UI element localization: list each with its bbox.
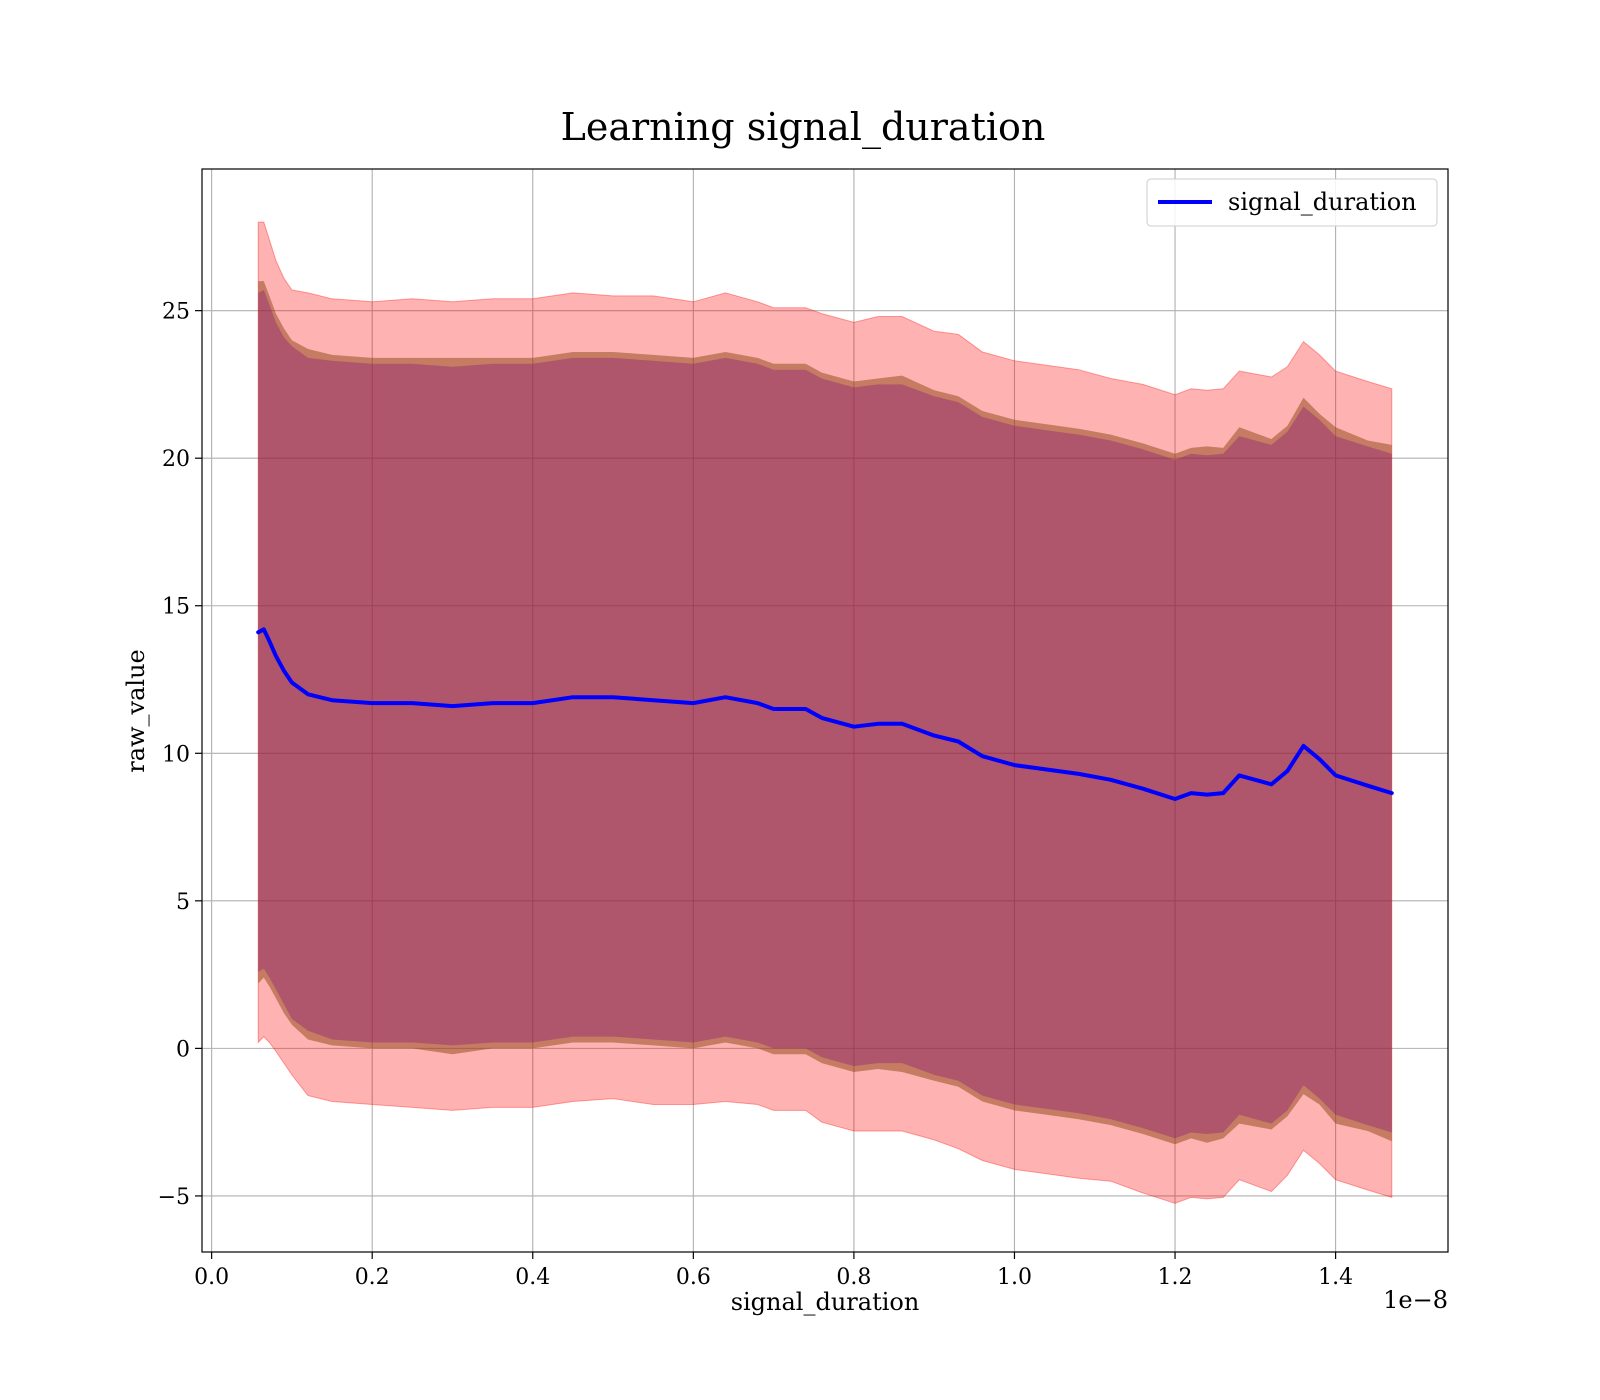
x-tick-label: 1.0 — [997, 1265, 1032, 1290]
y-tick-label: 20 — [162, 447, 190, 472]
legend-box — [1146, 178, 1438, 227]
x-tick-label: 1.4 — [1318, 1265, 1353, 1290]
y-tick-label: 0 — [176, 1037, 190, 1062]
y-tick-label: 10 — [162, 742, 190, 767]
series-line-signal-duration — [256, 627, 1394, 801]
plot-frame — [201, 168, 1449, 1253]
confidence-bands — [257, 221, 1393, 1204]
series-lines — [256, 627, 1394, 801]
legend-label: signal_duration — [1228, 188, 1417, 216]
y-axis-ticks: −5 0 5 10 15 20 25 — [158, 300, 202, 1210]
x-tick-label: 0.0 — [194, 1265, 229, 1290]
legend: signal_duration — [1146, 178, 1438, 227]
x-tick-label: 0.8 — [836, 1265, 871, 1290]
x-tick-label: 0.4 — [515, 1265, 550, 1290]
x-axis-ticks: 0.0 0.2 0.4 0.6 0.8 1.0 1.2 1.4 — [194, 1252, 1353, 1290]
x-axis-label: signal_duration — [731, 1288, 920, 1316]
x-tick-label: 1.2 — [1158, 1265, 1193, 1290]
y-tick-label: 5 — [176, 890, 190, 915]
x-tick-label: 0.2 — [355, 1265, 390, 1290]
y-tick-label: 25 — [162, 300, 190, 325]
band-mid — [258, 281, 1392, 1145]
x-axis-offset-text: 1e−8 — [1383, 1286, 1448, 1314]
y-tick-label: 15 — [162, 595, 190, 620]
band-inner — [258, 290, 1392, 1139]
x-tick-label: 0.6 — [676, 1265, 711, 1290]
y-axis-label: raw_value — [122, 649, 150, 773]
y-tick-label: −5 — [158, 1185, 190, 1210]
chart-title: Learning signal_duration — [561, 105, 1046, 150]
